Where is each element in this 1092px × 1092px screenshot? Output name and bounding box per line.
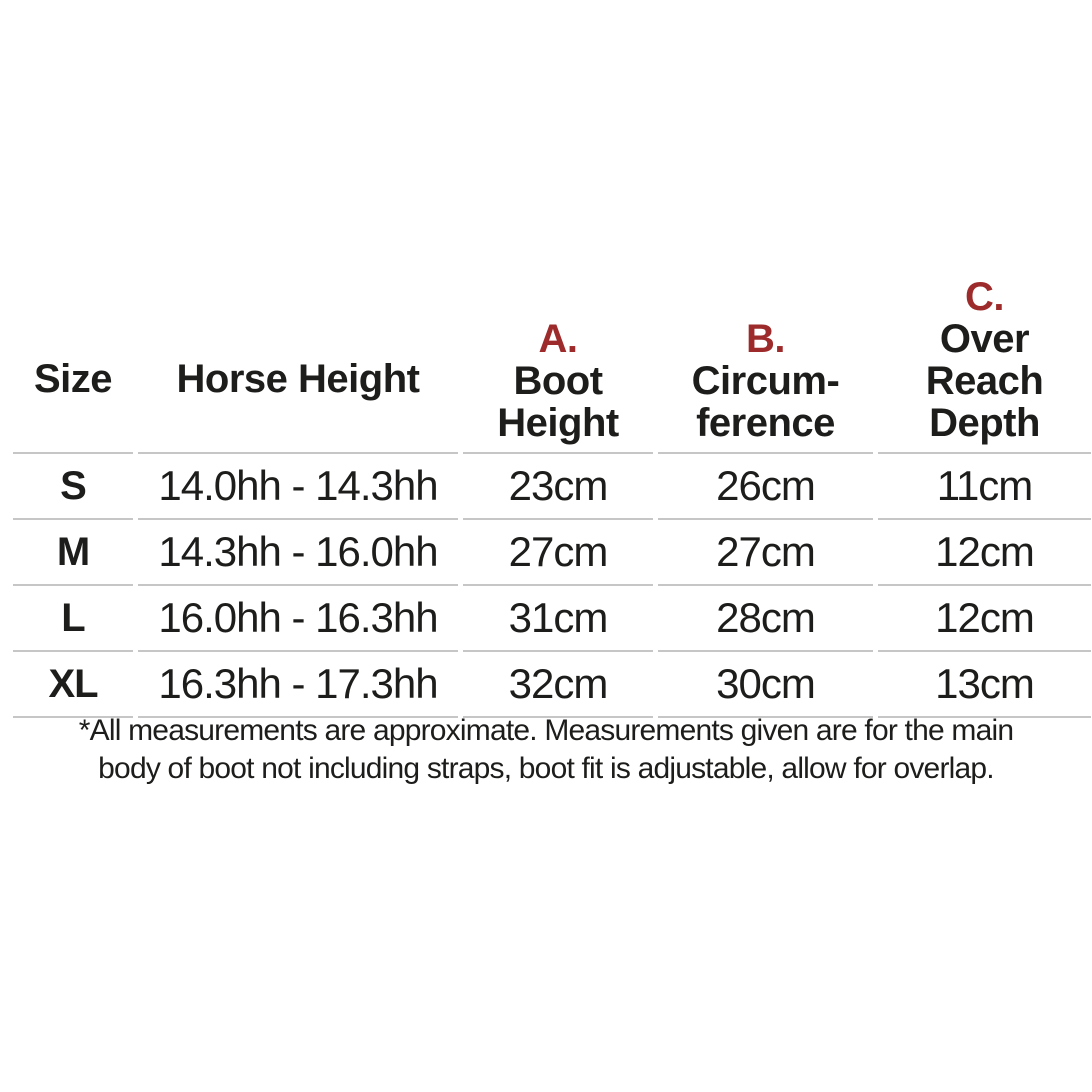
circumference-cell: 28cm <box>658 586 873 652</box>
circumference-cell: 27cm <box>658 520 873 586</box>
table-row-s: S 14.0hh - 14.3hh 23cm 26cm 11cm <box>13 454 1091 520</box>
footnote-line-1: *All measurements are approximate. Measu… <box>78 714 1014 747</box>
boot-height-cell: 32cm <box>463 652 653 718</box>
column-header-size: Size <box>13 276 133 454</box>
column-letter-b: B. <box>746 317 786 361</box>
circumference-header-line2: ference <box>696 401 835 445</box>
circumference-cell: 30cm <box>658 652 873 718</box>
circumference-cell: 26cm <box>658 454 873 520</box>
size-cell: XL <box>13 652 133 718</box>
size-cell: L <box>13 586 133 652</box>
size-cell: M <box>13 520 133 586</box>
over-reach-depth-cell: 12cm <box>878 520 1091 586</box>
table-row-xl: XL 16.3hh - 17.3hh 32cm 30cm 13cm <box>13 652 1091 718</box>
column-header-boot-height: A. Boot Height <box>463 276 653 454</box>
over-reach-header-line2: Depth <box>929 401 1040 445</box>
column-header-over-reach-depth: C. Over Reach Depth <box>878 276 1091 454</box>
table-row-m: M 14.3hh - 16.0hh 27cm 27cm 12cm <box>13 520 1091 586</box>
circumference-header-line1: Circum- <box>691 359 840 403</box>
horse-height-header-label: Horse Height <box>176 357 420 401</box>
over-reach-depth-cell: 11cm <box>878 454 1091 520</box>
boot-height-header-line1: Boot <box>513 359 603 403</box>
size-chart-table: Size Horse Height A. Boot Height B. Circ… <box>8 276 1092 718</box>
column-header-horse-height: Horse Height <box>138 276 458 454</box>
boot-height-cell: 23cm <box>463 454 653 520</box>
column-letter-c: C. <box>965 275 1005 319</box>
size-header-label: Size <box>33 357 113 401</box>
boot-height-cell: 27cm <box>463 520 653 586</box>
horse-height-cell: 16.3hh - 17.3hh <box>138 652 458 718</box>
horse-height-cell: 16.0hh - 16.3hh <box>138 586 458 652</box>
horse-height-cell: 14.3hh - 16.0hh <box>138 520 458 586</box>
over-reach-header-line1: Over Reach <box>925 317 1044 403</box>
table-row-l: L 16.0hh - 16.3hh 31cm 28cm 12cm <box>13 586 1091 652</box>
footnote-text: *All measurements are approximate. Measu… <box>0 712 1092 788</box>
column-header-circumference: B. Circum- ference <box>658 276 873 454</box>
over-reach-depth-cell: 13cm <box>878 652 1091 718</box>
boot-height-header-line2: Height <box>497 401 619 445</box>
horse-height-cell: 14.0hh - 14.3hh <box>138 454 458 520</box>
size-cell: S <box>13 454 133 520</box>
column-letter-a: A. <box>538 317 579 361</box>
over-reach-depth-cell: 12cm <box>878 586 1091 652</box>
boot-height-cell: 31cm <box>463 586 653 652</box>
header-row: Size Horse Height A. Boot Height B. Circ… <box>13 276 1091 454</box>
footnote-line-2: body of boot not including straps, boot … <box>98 752 994 785</box>
